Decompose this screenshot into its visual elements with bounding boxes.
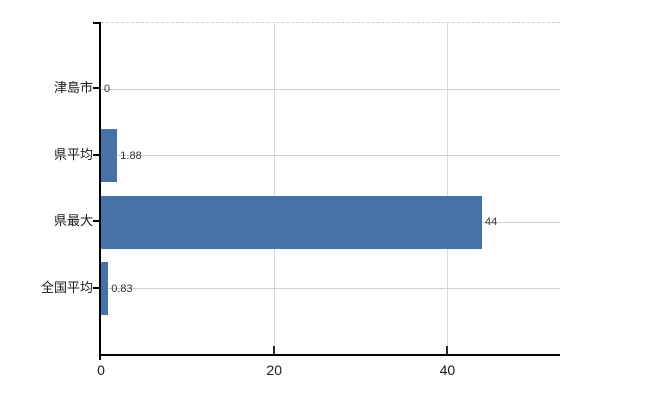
value-label: 0.83: [111, 282, 133, 295]
y-axis-tick: [93, 220, 99, 223]
gridline-horizontal: [101, 155, 560, 157]
x-axis-tick: [446, 346, 449, 354]
gridline-vertical: [273, 23, 275, 355]
x-axis-tick: [99, 356, 101, 360]
value-label: 0: [104, 83, 111, 96]
x-axis: [99, 354, 560, 356]
category-label: 全国平均: [40, 279, 93, 295]
bar: [101, 262, 109, 316]
category-label: 県平均: [53, 146, 93, 162]
value-label: 1.88: [120, 149, 142, 162]
bar: [101, 129, 118, 183]
y-axis-tick: [93, 87, 99, 90]
bar: [101, 195, 483, 249]
gridline-horizontal: [101, 88, 560, 90]
category-label: 津島市: [53, 80, 93, 96]
y-axis-tick: [93, 22, 99, 24]
y-axis-tick: [93, 286, 99, 289]
value-label: 44: [485, 216, 498, 229]
x-tick-label: 0: [97, 362, 105, 378]
x-tick-label: 20: [266, 362, 282, 378]
y-axis: [99, 22, 101, 354]
x-tick-label: 40: [439, 362, 456, 378]
gridline-horizontal: [101, 288, 560, 290]
plot-area: 0 1.88 44 0.83: [101, 22, 560, 355]
gridline-vertical: [446, 23, 448, 355]
category-label: 県最大: [53, 213, 93, 229]
x-axis-tick: [273, 346, 276, 354]
y-axis-tick: [93, 153, 99, 156]
